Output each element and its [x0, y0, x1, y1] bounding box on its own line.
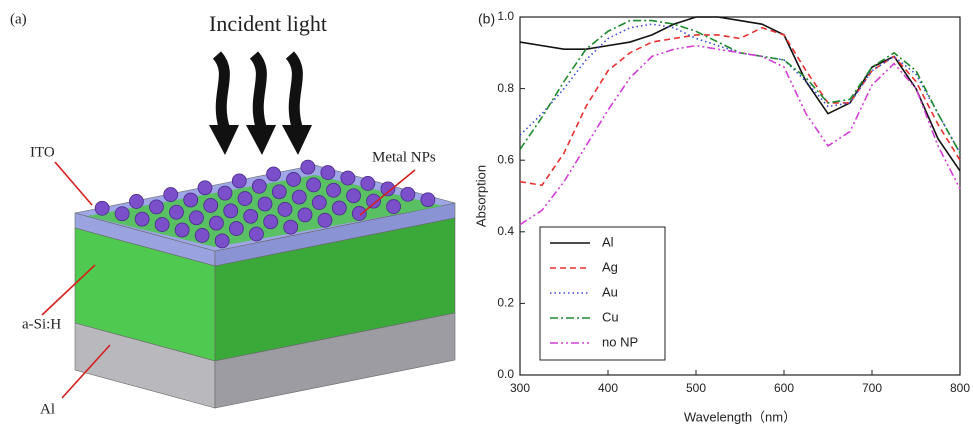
- nanoparticle: [258, 197, 272, 211]
- nanoparticle: [401, 187, 415, 201]
- series-line: [520, 24, 960, 153]
- nanoparticle: [184, 193, 198, 207]
- nanoparticle: [332, 201, 346, 215]
- nanoparticle: [215, 234, 229, 248]
- nanoparticle: [129, 194, 143, 208]
- nanoparticle: [209, 216, 223, 230]
- y-tick-label: 0.2: [497, 296, 514, 310]
- metal-nps-label: Metal NPs: [372, 149, 436, 165]
- nanoparticle: [252, 179, 266, 193]
- nanoparticle: [164, 188, 178, 202]
- light-arrow: [290, 55, 298, 130]
- nanoparticle: [272, 185, 286, 199]
- nanoparticle: [347, 189, 361, 203]
- legend-label: Cu: [602, 309, 619, 324]
- nanoparticle: [367, 194, 381, 208]
- nanoparticle: [352, 206, 366, 220]
- incident-light-label: Incident light: [209, 11, 327, 36]
- light-arrow: [217, 55, 225, 130]
- nanoparticle: [95, 201, 109, 215]
- series-line: [520, 46, 960, 225]
- nanoparticle: [135, 212, 149, 226]
- nanoparticle: [264, 215, 278, 229]
- y-tick-label: 1.0: [497, 9, 514, 23]
- x-tick-label: 800: [950, 381, 970, 395]
- nanoparticle: [232, 174, 246, 188]
- arrow-head: [282, 125, 312, 155]
- nanoparticle: [341, 171, 355, 185]
- nanoparticle: [244, 209, 258, 223]
- nanoparticle: [169, 205, 183, 219]
- x-axis-label: Wavelength（nm）: [684, 409, 796, 424]
- nanoparticle: [284, 220, 298, 234]
- x-tick-label: 500: [686, 381, 706, 395]
- arrow-head: [209, 125, 239, 155]
- nanoparticle: [321, 166, 335, 180]
- nanoparticle: [278, 202, 292, 216]
- x-tick-label: 600: [774, 381, 794, 395]
- nanoparticle: [292, 190, 306, 204]
- legend-label: Au: [602, 284, 618, 299]
- nanoparticle: [229, 222, 243, 236]
- y-tick-label: 0.6: [497, 152, 514, 166]
- series-line: [520, 21, 960, 153]
- series-line: [520, 17, 960, 171]
- series-line: [520, 28, 960, 186]
- nanoparticle: [318, 213, 332, 227]
- figure: (a) Incident light ITO Metal NPs a-Si:H …: [0, 0, 973, 430]
- arrow-head: [246, 125, 276, 155]
- panel-label: (a): [10, 11, 27, 27]
- device-diagram: [75, 55, 455, 408]
- nanoparticle: [149, 200, 163, 214]
- legend-label: Ag: [602, 259, 618, 274]
- nanoparticle: [175, 223, 189, 237]
- nanoparticle: [249, 227, 263, 241]
- nanoparticle: [189, 211, 203, 225]
- nanoparticle: [312, 196, 326, 210]
- nanoparticle: [218, 186, 232, 200]
- x-tick-label: 300: [510, 381, 530, 395]
- nanoparticle: [361, 176, 375, 190]
- legend-label: Al: [602, 234, 614, 249]
- al-label: Al: [40, 401, 55, 417]
- nanoparticle: [421, 193, 435, 207]
- y-axis-label: Absorption: [473, 165, 488, 227]
- leader-line: [55, 162, 92, 205]
- asi-label: a-Si:H: [22, 316, 61, 332]
- nanoparticle: [298, 208, 312, 222]
- nanoparticle: [287, 172, 301, 186]
- nanoparticle: [195, 228, 209, 242]
- nanoparticle: [198, 181, 212, 195]
- nanoparticle: [224, 204, 238, 218]
- nanoparticle: [301, 160, 315, 174]
- nanoparticle: [327, 183, 341, 197]
- x-tick-label: 700: [862, 381, 882, 395]
- y-tick-label: 0.8: [497, 81, 514, 95]
- nanoparticle: [238, 192, 252, 206]
- y-tick-label: 0.4: [497, 224, 514, 238]
- panel-label: (b): [478, 11, 495, 27]
- light-arrow: [254, 55, 262, 130]
- ito-label: ITO: [30, 144, 55, 160]
- legend-label: no NP: [602, 334, 638, 349]
- nanoparticle: [155, 218, 169, 232]
- nanoparticle: [204, 198, 218, 212]
- nanoparticle: [387, 200, 401, 214]
- x-tick-label: 400: [598, 381, 618, 395]
- nanoparticle: [267, 167, 281, 181]
- nanoparticle: [115, 207, 129, 221]
- y-tick-label: 0.0: [497, 367, 514, 381]
- nanoparticle: [307, 178, 321, 192]
